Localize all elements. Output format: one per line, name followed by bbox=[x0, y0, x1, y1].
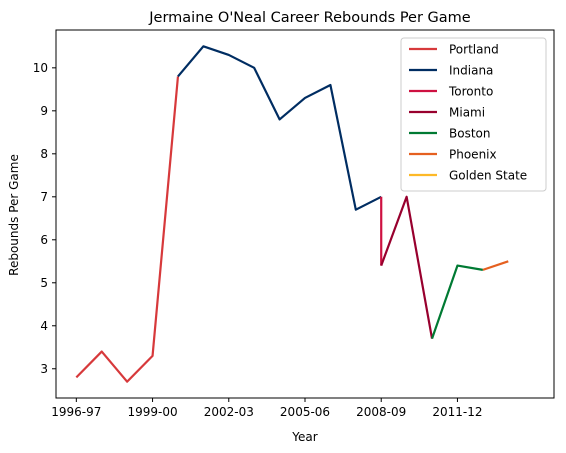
legend-label: Toronto bbox=[448, 85, 493, 99]
series-line-boston bbox=[431, 264, 484, 340]
legend-label: Miami bbox=[449, 106, 485, 120]
y-tick-label: 9 bbox=[40, 104, 48, 118]
legend-label: Portland bbox=[449, 43, 499, 57]
legend-label: Golden State bbox=[449, 169, 527, 183]
y-tick-label: 7 bbox=[40, 190, 48, 204]
y-tick-label: 6 bbox=[40, 233, 48, 247]
legend-label: Indiana bbox=[449, 64, 493, 78]
series-line-indiana bbox=[177, 45, 382, 211]
y-tick-label: 10 bbox=[33, 61, 48, 75]
legend: Portland Indiana Toronto Miami Boston Phoenix… bbox=[400, 37, 547, 192]
x-tick-label: 1996-97 bbox=[51, 405, 101, 419]
x-axis-label: Year bbox=[291, 430, 317, 444]
chart-title: Jermaine O'Neal Career Rebounds Per Game bbox=[148, 10, 471, 26]
legend-label: Phoenix bbox=[449, 148, 497, 162]
series-line-portland bbox=[75, 76, 180, 383]
y-tick-label: 5 bbox=[40, 276, 48, 290]
series-line-miami bbox=[380, 195, 434, 339]
y-axis-label: Rebounds Per Game bbox=[7, 154, 21, 276]
legend-box bbox=[400, 37, 547, 192]
series-line-phoenix bbox=[482, 260, 509, 271]
x-tick-label: 1999-00 bbox=[127, 405, 177, 419]
y-tick-label: 4 bbox=[40, 319, 48, 333]
y-tick-label: 8 bbox=[40, 147, 48, 161]
x-tick-label: 2011-12 bbox=[432, 405, 482, 419]
plot-area: 1996-97 1999-00 2002-03 2005-06 2008-09 2011-… bbox=[33, 29, 555, 419]
legend-label: Boston bbox=[449, 127, 490, 141]
y-tick-label: 3 bbox=[40, 362, 48, 376]
x-tick-label: 2008-09 bbox=[356, 405, 406, 419]
x-tick-label: 2002-03 bbox=[204, 405, 254, 419]
x-tick-label: 2005-06 bbox=[280, 405, 330, 419]
